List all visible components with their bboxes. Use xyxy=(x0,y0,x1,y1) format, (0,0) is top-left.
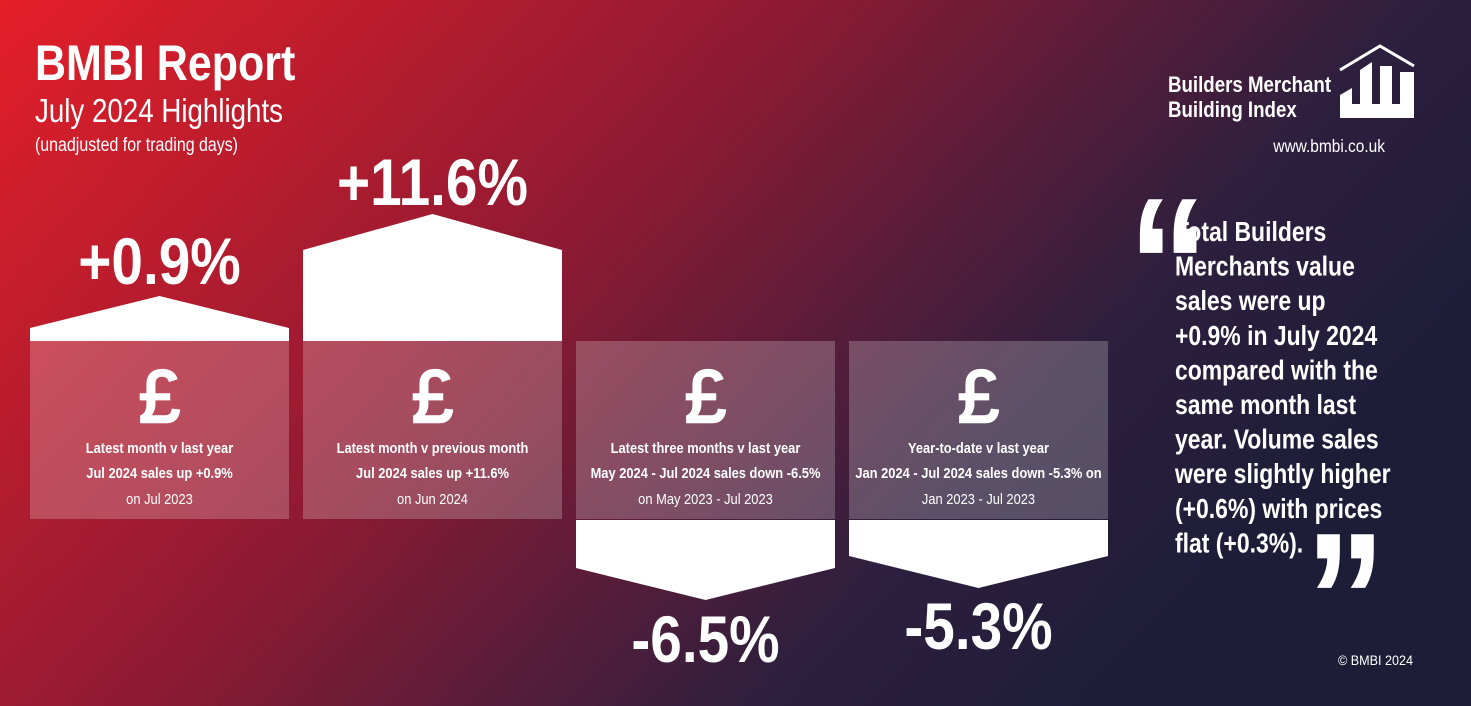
card-detail: Jan 2024 - Jul 2024 sales down -5.3% on xyxy=(855,464,1101,481)
card-box xyxy=(576,341,835,519)
card-label: Year-to-date v last year xyxy=(908,439,1050,456)
report-note: (unadjusted for trading days) xyxy=(35,134,238,156)
card-basis: on May 2023 - Jul 2023 xyxy=(638,490,773,507)
quote-line: flat (+0.3%). xyxy=(1175,528,1303,559)
quote-mark: “ xyxy=(1128,159,1209,371)
quote-line: sales were up xyxy=(1175,286,1326,317)
card-detail: May 2024 - Jul 2024 sales down -6.5% xyxy=(591,464,821,481)
card-arrow xyxy=(849,520,1108,588)
quote-line: +0.9% in July 2024 xyxy=(1175,321,1378,352)
quote-line: compared with the xyxy=(1175,355,1378,386)
report-title: BMBI Report xyxy=(35,35,295,91)
quote-line: year. Volume sales xyxy=(1175,425,1379,456)
card-label: Latest month v last year xyxy=(86,439,234,456)
card-basis: on Jul 2023 xyxy=(126,490,193,507)
card-label: Latest three months v last year xyxy=(611,439,801,456)
card-detail: Jul 2024 sales up +0.9% xyxy=(86,464,233,481)
quote-line: were slightly higher xyxy=(1174,459,1390,490)
card-arrow xyxy=(30,296,289,341)
card-value: -5.3% xyxy=(904,590,1052,664)
card-box xyxy=(849,341,1108,519)
card-arrow xyxy=(303,214,562,341)
card-basis: Jan 2023 - Jul 2023 xyxy=(922,490,1035,507)
card-basis: on Jun 2024 xyxy=(397,490,468,507)
quote-line: Merchants value xyxy=(1175,252,1355,283)
card-icon: £ xyxy=(139,355,180,438)
card-icon: £ xyxy=(958,355,999,438)
card-detail: Jul 2024 sales up +11.6% xyxy=(356,464,509,481)
card-arrow xyxy=(576,520,835,600)
card-label: Latest month v previous month xyxy=(337,439,529,456)
copyright: © BMBI 2024 xyxy=(1338,652,1413,668)
card-icon: £ xyxy=(685,355,726,438)
quote-line: Total Builders xyxy=(1175,217,1326,248)
quote-line: same month last xyxy=(1175,390,1357,421)
quote-line: (+0.6%) with prices xyxy=(1175,494,1382,525)
card-box xyxy=(303,341,562,519)
quote-mark: ” xyxy=(1305,494,1386,706)
logo-house xyxy=(1339,44,1415,72)
card-value: +11.6% xyxy=(337,146,528,220)
logo-text: Builders Merchant xyxy=(1168,74,1331,98)
logo-text: Building Index xyxy=(1168,99,1297,123)
logo-url: www.bmbi.co.uk xyxy=(1272,136,1385,156)
report-subtitle: July 2024 Highlights xyxy=(35,93,283,130)
card-icon: £ xyxy=(412,355,453,438)
card-box xyxy=(30,341,289,519)
card-value: -6.5% xyxy=(631,603,779,677)
card-value: +0.9% xyxy=(78,225,241,299)
logo-bars xyxy=(1340,62,1414,118)
